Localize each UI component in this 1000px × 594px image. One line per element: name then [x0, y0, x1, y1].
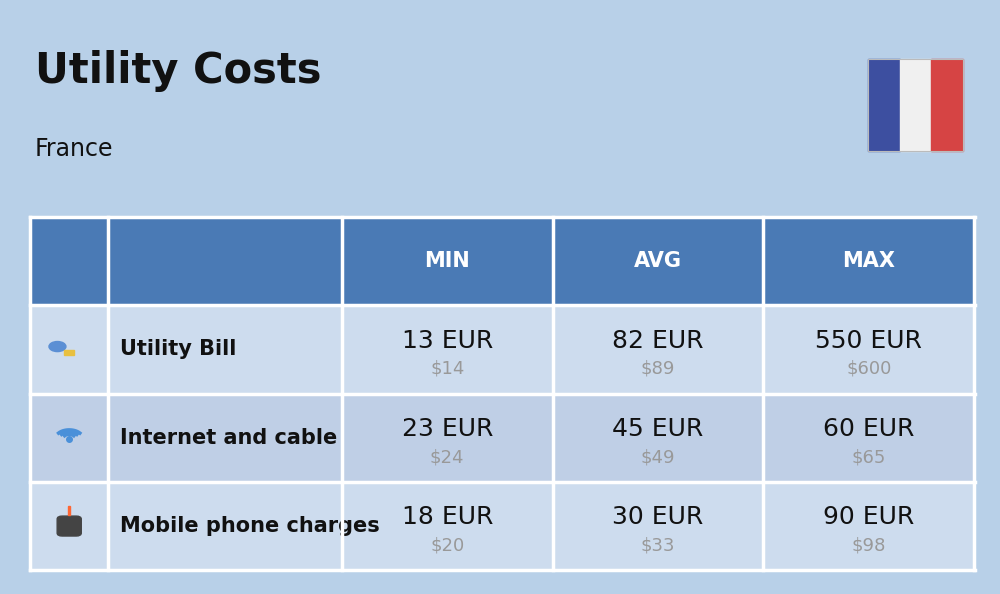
Text: Utility Bill: Utility Bill [120, 339, 237, 359]
Bar [342, 482, 553, 570]
Bar [763, 217, 974, 305]
Text: 13 EUR: 13 EUR [402, 328, 493, 352]
Bar [108, 482, 342, 570]
Text: AVG: AVG [634, 251, 682, 271]
Text: 30 EUR: 30 EUR [612, 505, 704, 529]
Bar [108, 305, 342, 393]
Text: $98: $98 [852, 536, 886, 555]
Text: $600: $600 [846, 360, 891, 378]
Text: 18 EUR: 18 EUR [402, 505, 493, 529]
Text: $14: $14 [430, 360, 464, 378]
Text: Utility Costs: Utility Costs [35, 50, 322, 93]
Circle shape [49, 342, 66, 352]
Text: 82 EUR: 82 EUR [612, 328, 704, 352]
Text: $65: $65 [852, 448, 886, 466]
Bar [868, 59, 963, 151]
Text: Internet and cable: Internet and cable [120, 428, 338, 448]
Text: MIN: MIN [424, 251, 470, 271]
Text: $24: $24 [430, 448, 464, 466]
Bar [68, 506, 70, 515]
Text: $49: $49 [641, 448, 675, 466]
Text: 60 EUR: 60 EUR [823, 417, 914, 441]
Bar [868, 59, 900, 151]
Text: $20: $20 [430, 536, 464, 555]
Bar [931, 59, 963, 151]
Bar [553, 305, 763, 393]
Text: $89: $89 [641, 360, 675, 378]
Text: 45 EUR: 45 EUR [612, 417, 704, 441]
Text: $33: $33 [641, 536, 675, 555]
Text: 23 EUR: 23 EUR [402, 417, 493, 441]
Bar [553, 482, 763, 570]
Bar [763, 393, 974, 482]
Text: France: France [35, 137, 114, 160]
Text: Mobile phone charges: Mobile phone charges [120, 516, 380, 536]
Bar [30, 393, 108, 482]
Bar [900, 59, 931, 151]
Text: 90 EUR: 90 EUR [823, 505, 914, 529]
Bar [763, 305, 974, 393]
Bar [30, 482, 108, 570]
Bar [342, 305, 553, 393]
Bar [30, 305, 108, 393]
Bar [553, 217, 763, 305]
Text: MAX: MAX [842, 251, 895, 271]
Text: 550 EUR: 550 EUR [815, 328, 922, 352]
Bar [108, 393, 342, 482]
Bar [553, 393, 763, 482]
Bar [342, 393, 553, 482]
Bar [30, 217, 108, 305]
Bar [64, 350, 74, 355]
Bar [763, 482, 974, 570]
Bar [342, 217, 553, 305]
Bar [108, 217, 342, 305]
FancyBboxPatch shape [57, 516, 81, 536]
